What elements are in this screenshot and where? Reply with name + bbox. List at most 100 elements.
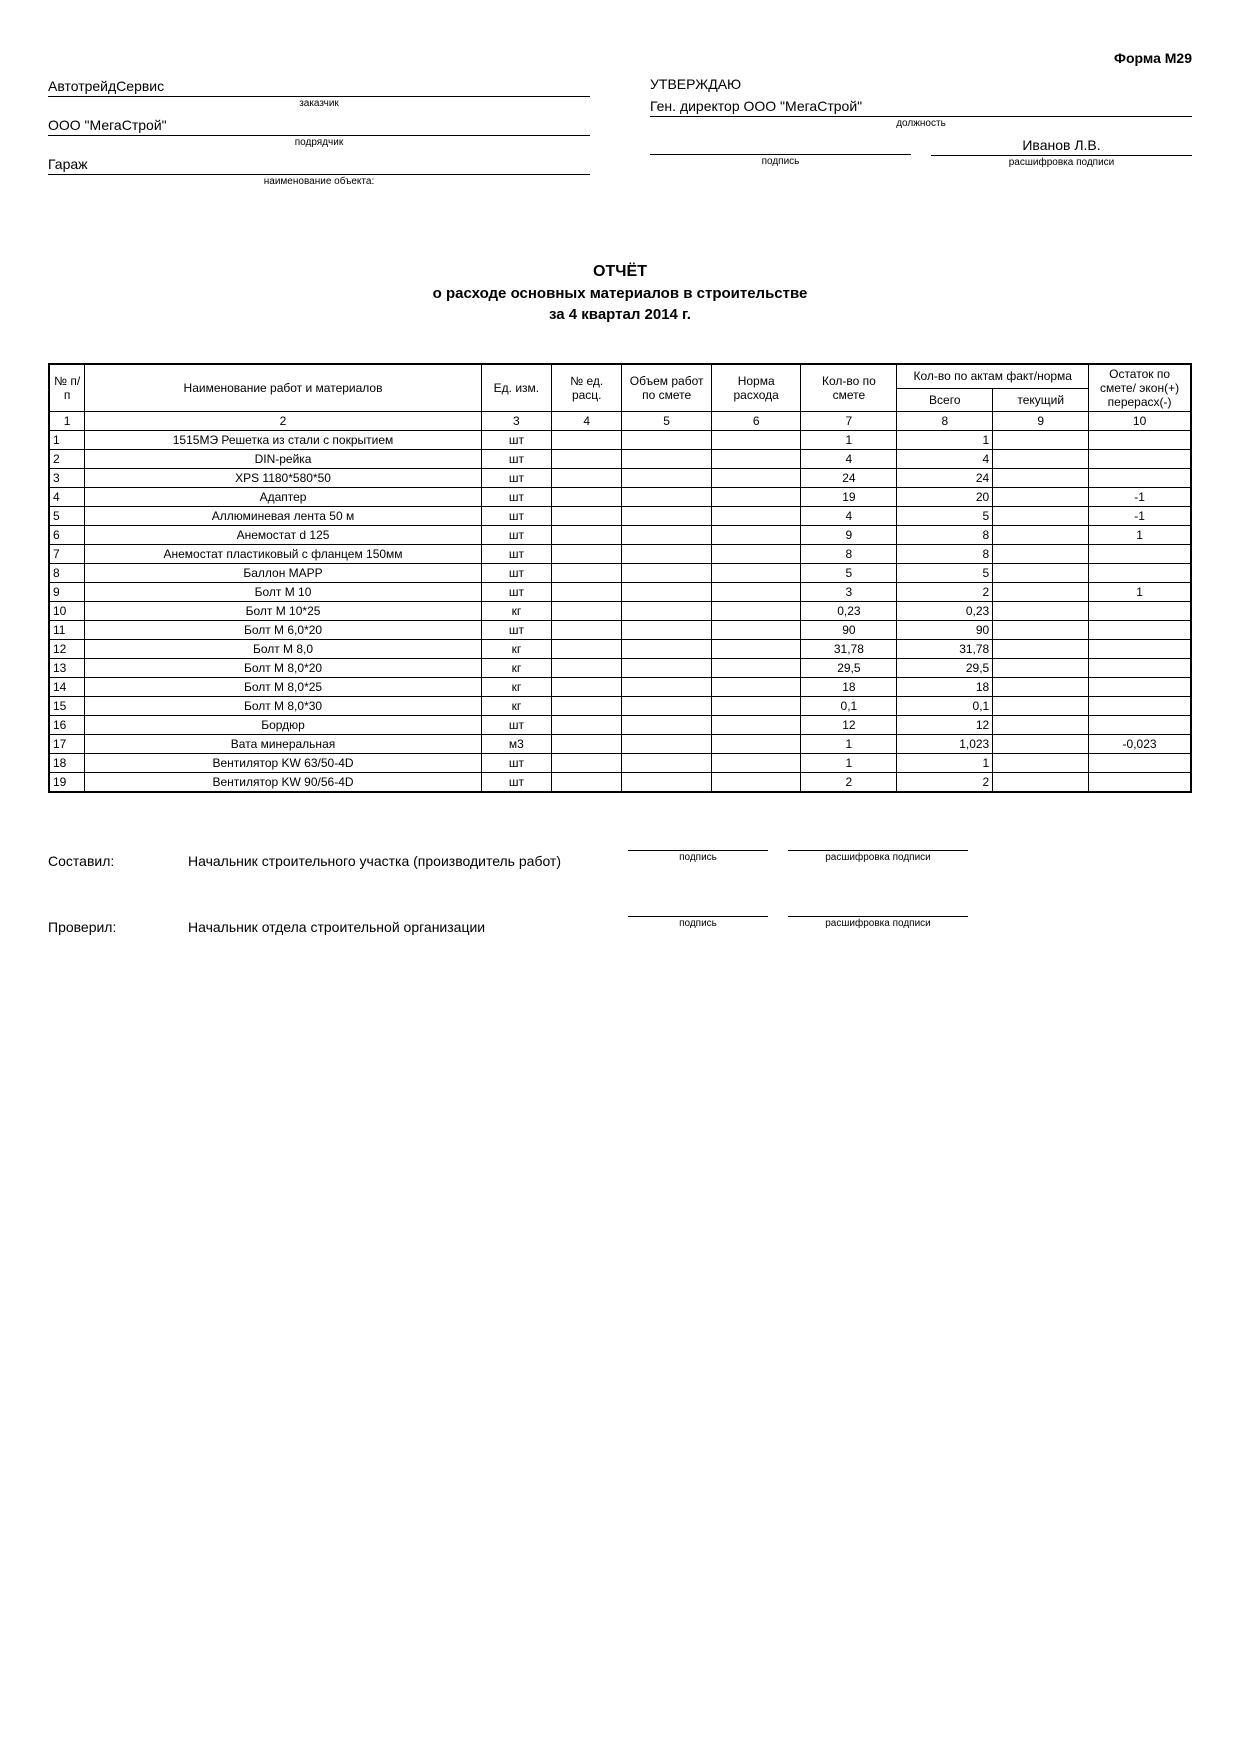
cell-total: 31,78: [897, 640, 993, 659]
cell-unit: шт: [481, 545, 551, 564]
table-row: 3XPS 1180*580*50шт2424: [49, 469, 1191, 488]
cell-norm: [711, 640, 801, 659]
cell-unit: кг: [481, 659, 551, 678]
cell-total: 2: [897, 773, 993, 793]
cell-qty: 1: [801, 735, 897, 754]
colnum-9: 9: [993, 412, 1089, 431]
cell-volume: [622, 583, 712, 602]
cell-name: Болт М 8,0: [85, 640, 481, 659]
cell-volume: [622, 450, 712, 469]
cell-current: [993, 431, 1089, 450]
cell-unit: кг: [481, 640, 551, 659]
cell-remainder: [1089, 469, 1191, 488]
cell-calc: [552, 754, 622, 773]
cell-total: 8: [897, 526, 993, 545]
cell-norm: [711, 716, 801, 735]
checked-name-line: [788, 899, 968, 917]
cell-current: [993, 754, 1089, 773]
table-row: 13Болт М 8,0*20кг29,529,5: [49, 659, 1191, 678]
table-row: 4Адаптершт1920-1: [49, 488, 1191, 507]
cell-remainder: [1089, 697, 1191, 716]
cell-norm: [711, 659, 801, 678]
cell-name: Баллон МАРР: [85, 564, 481, 583]
cell-total: 20: [897, 488, 993, 507]
cell-num: 19: [49, 773, 85, 793]
table-row: 7Анемостат пластиковый с фланцем 150ммшт…: [49, 545, 1191, 564]
object-caption: наименование объекта:: [48, 176, 590, 187]
cell-qty: 18: [801, 678, 897, 697]
cell-qty: 4: [801, 450, 897, 469]
cell-remainder: -1: [1089, 488, 1191, 507]
cell-volume: [622, 640, 712, 659]
cell-name: Анемостат пластиковый с фланцем 150мм: [85, 545, 481, 564]
cell-current: [993, 583, 1089, 602]
cell-remainder: [1089, 545, 1191, 564]
cell-unit: шт: [481, 526, 551, 545]
cell-total: 8: [897, 545, 993, 564]
cell-name: Адаптер: [85, 488, 481, 507]
cell-norm: [711, 602, 801, 621]
contractor-field: ООО "МегаСтрой": [48, 115, 590, 136]
name-field: Иванов Л.В.: [931, 135, 1192, 156]
cell-current: [993, 545, 1089, 564]
table-row: 14Болт М 8,0*25кг1818: [49, 678, 1191, 697]
cell-current: [993, 621, 1089, 640]
cell-norm: [711, 469, 801, 488]
object-field: Гараж: [48, 154, 590, 175]
colnum-10: 10: [1089, 412, 1191, 431]
header-block: АвтотрейдСервис заказчик ООО "МегаСтрой"…: [48, 76, 1192, 193]
cell-volume: [622, 659, 712, 678]
cell-name: Болт М 8,0*30: [85, 697, 481, 716]
cell-num: 6: [49, 526, 85, 545]
cell-norm: [711, 526, 801, 545]
cell-name: Болт М 10*25: [85, 602, 481, 621]
colnum-3: 3: [481, 412, 551, 431]
cell-calc: [552, 469, 622, 488]
cell-remainder: [1089, 621, 1191, 640]
checked-role: Начальник отдела строительной организаци…: [188, 919, 608, 935]
cell-volume: [622, 735, 712, 754]
cell-remainder: [1089, 640, 1191, 659]
cell-calc: [552, 678, 622, 697]
table-row: 12Болт М 8,0кг31,7831,78: [49, 640, 1191, 659]
cell-total: 18: [897, 678, 993, 697]
cell-name: Анемостат d 125: [85, 526, 481, 545]
cell-name: Вата минеральная: [85, 735, 481, 754]
colnum-7: 7: [801, 412, 897, 431]
cell-norm: [711, 697, 801, 716]
cell-calc: [552, 773, 622, 793]
cell-norm: [711, 678, 801, 697]
cell-current: [993, 640, 1089, 659]
cell-num: 15: [49, 697, 85, 716]
cell-qty: 9: [801, 526, 897, 545]
th-qty: Кол-во по смете: [801, 364, 897, 412]
cell-num: 12: [49, 640, 85, 659]
checked-label: Проверил:: [48, 919, 168, 935]
title-block: ОТЧЁТ о расходе основных материалов в ст…: [48, 263, 1192, 323]
approve-label: УТВЕРЖДАЮ: [650, 76, 1192, 92]
cell-total: 2: [897, 583, 993, 602]
cell-norm: [711, 754, 801, 773]
cell-calc: [552, 507, 622, 526]
cell-norm: [711, 735, 801, 754]
cell-volume: [622, 469, 712, 488]
cell-total: 5: [897, 564, 993, 583]
cell-calc: [552, 545, 622, 564]
th-calc: № ед. расц.: [552, 364, 622, 412]
cell-norm: [711, 450, 801, 469]
cell-name: Болт М 10: [85, 583, 481, 602]
table-row: 10Болт М 10*25кг0,230,23: [49, 602, 1191, 621]
cell-total: 0,23: [897, 602, 993, 621]
cell-calc: [552, 602, 622, 621]
colnum-5: 5: [622, 412, 712, 431]
cell-num: 14: [49, 678, 85, 697]
cell-remainder: [1089, 659, 1191, 678]
cell-remainder: -0,023: [1089, 735, 1191, 754]
cell-total: 90: [897, 621, 993, 640]
cell-unit: м3: [481, 735, 551, 754]
cell-current: [993, 469, 1089, 488]
cell-remainder: [1089, 602, 1191, 621]
cell-num: 10: [49, 602, 85, 621]
cell-calc: [552, 450, 622, 469]
cell-current: [993, 507, 1089, 526]
